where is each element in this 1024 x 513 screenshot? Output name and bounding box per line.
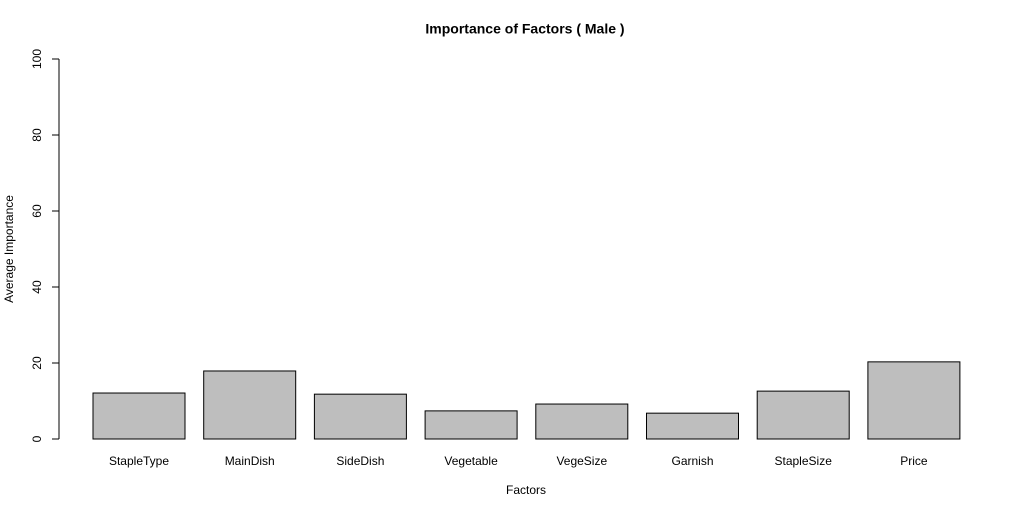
y-axis-title: Average Importance: [2, 195, 16, 303]
y-tick-label: 0: [30, 435, 44, 442]
bar: [424, 410, 518, 440]
y-tick-label: 80: [30, 128, 44, 142]
bar: [313, 393, 407, 440]
x-tick-label: Garnish: [671, 454, 713, 468]
y-tick-label: 20: [30, 356, 44, 370]
bar: [203, 370, 297, 440]
x-tick-label: Vegetable: [444, 454, 498, 468]
bar: [756, 390, 850, 440]
chart-title: Importance of Factors ( Male ): [425, 21, 624, 37]
bar: [867, 361, 961, 440]
x-axis-title: Factors: [506, 483, 546, 497]
y-tick-label: 40: [30, 280, 44, 294]
bar: [92, 392, 186, 440]
x-tick-label: StapleType: [109, 454, 169, 468]
bar: [535, 403, 629, 440]
y-tick-label: 60: [30, 204, 44, 218]
x-tick-label: MainDish: [225, 454, 275, 468]
x-tick-label: VegeSize: [556, 454, 607, 468]
x-tick-label: SideDish: [336, 454, 384, 468]
x-tick-label: Price: [900, 454, 928, 468]
bar: [646, 412, 739, 440]
y-tick-label: 100: [30, 49, 44, 69]
x-tick-label: StapleSize: [775, 454, 833, 468]
